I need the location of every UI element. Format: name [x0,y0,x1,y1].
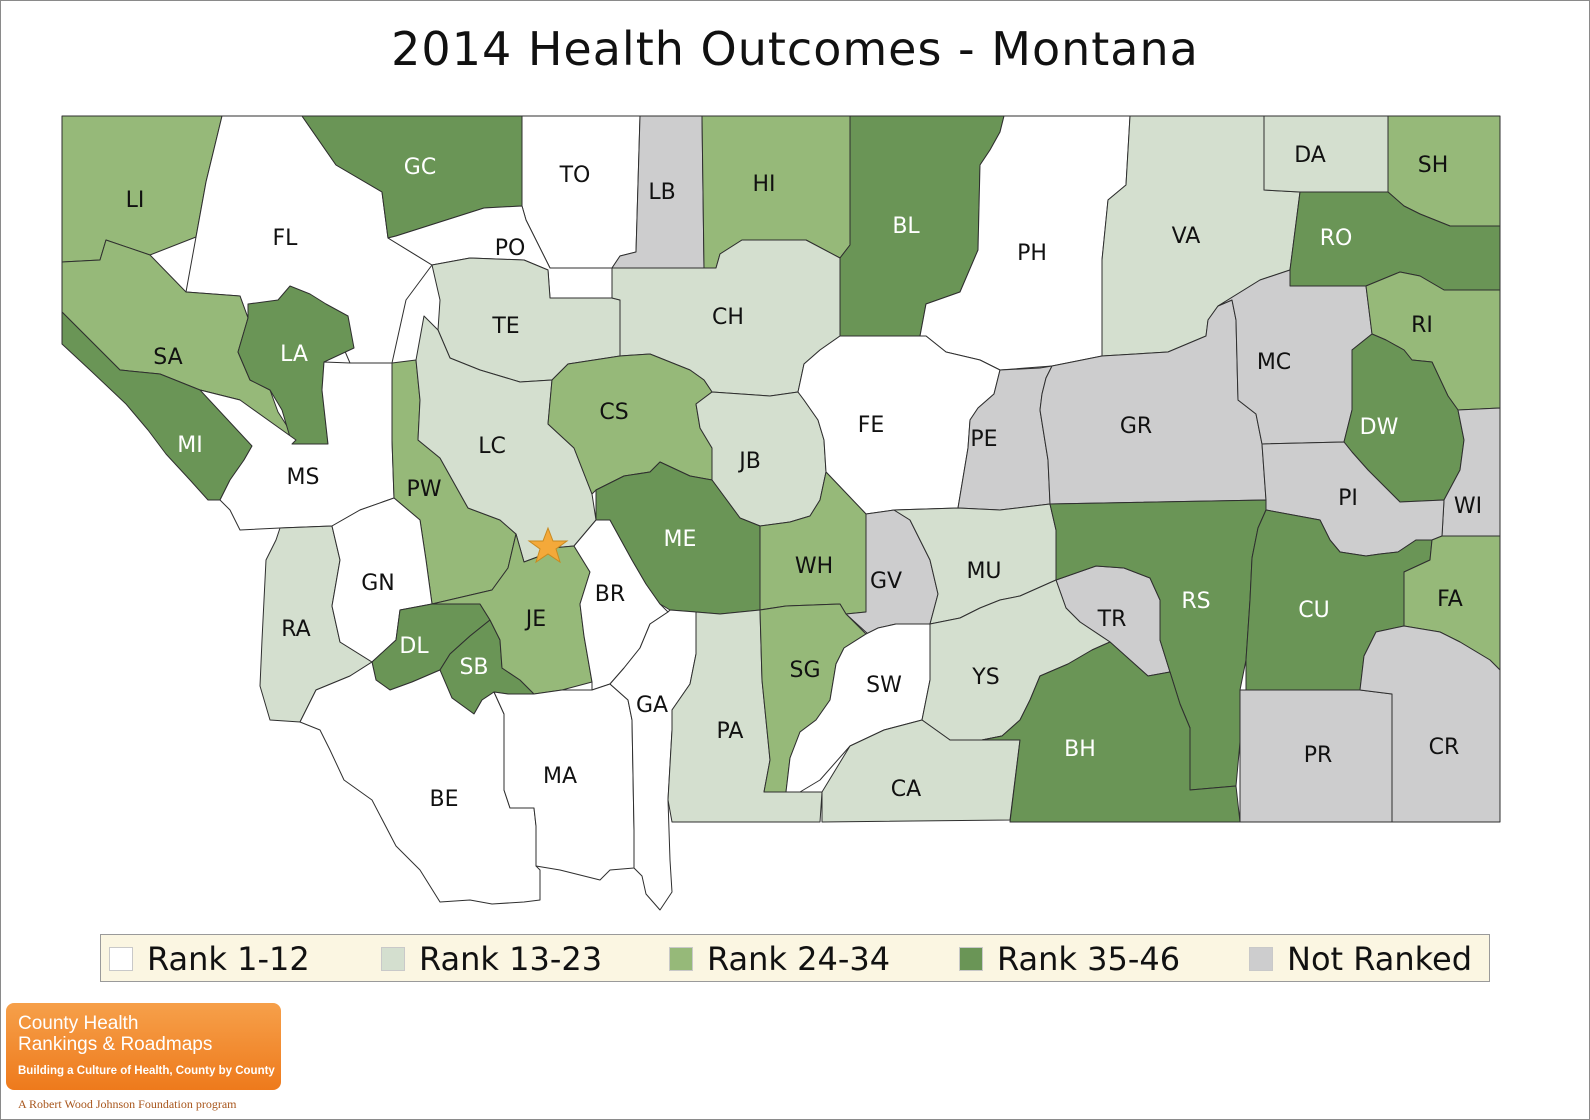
logo-line-2: Rankings & Roadmaps [18,1034,213,1055]
legend: Rank 1-12 Rank 13-23 Rank 24-34 Rank 35-… [100,934,1490,982]
county-label-ma: MA [543,764,577,789]
county-to [521,115,641,269]
county-label-ri: RI [1411,313,1433,338]
county-label-la: LA [280,342,308,367]
county-label-gc: GC [404,155,436,180]
county-label-bl: BL [892,214,920,239]
county-label-te: TE [491,314,519,339]
county-label-pa: PA [717,719,744,744]
county-label-pw: PW [406,477,441,502]
county-label-cr: CR [1429,735,1460,760]
legend-item-not-ranked: Not Ranked [1249,940,1472,978]
county-label-da: DA [1294,143,1326,168]
county-label-mu: MU [966,559,1001,584]
county-label-be: BE [430,787,459,812]
county-label-pi: PI [1338,486,1358,511]
county-label-pr: PR [1304,743,1333,768]
legend-label: Rank 35-46 [997,940,1181,978]
county-label-fe: FE [858,413,885,438]
logo-tagline: Building a Culture of Health, County by … [18,1065,275,1077]
county-label-sw: SW [866,673,902,698]
county-label-je: JE [524,607,546,632]
legend-swatch [669,947,693,971]
county-label-gn: GN [361,571,395,596]
legend-label: Rank 13-23 [419,940,603,978]
legend-label: Rank 1-12 [147,940,310,978]
legend-item-rank-1-12: Rank 1-12 [109,940,310,978]
county-label-ra: RA [281,617,310,642]
county-da [1263,115,1389,193]
county-label-gr: GR [1120,414,1152,439]
county-label-br: BR [595,582,625,607]
county-label-wh: WH [795,554,833,579]
legend-swatch [381,947,405,971]
legend-label: Rank 24-34 [707,940,891,978]
county-label-to: TO [559,163,591,188]
legend-item-rank-24-34: Rank 24-34 [669,940,890,978]
county-label-ys: YS [971,665,999,690]
county-sw [785,623,931,793]
county-label-mi: MI [177,433,202,458]
county-label-lb: LB [648,180,675,205]
county-label-jb: JB [737,449,761,474]
county-label-cu: CU [1298,598,1329,623]
county-label-dl: DL [399,634,429,659]
legend-swatch [959,947,983,971]
county-label-ch: CH [712,305,744,330]
county-label-hi: HI [752,172,775,197]
county-label-sg: SG [789,658,820,683]
county-label-ph: PH [1017,241,1047,266]
county-label-wi: WI [1454,494,1482,519]
county-label-me: ME [664,527,697,552]
county-cr [1359,625,1501,823]
county-label-tr: TR [1097,607,1127,632]
county-label-sh: SH [1418,153,1449,178]
county-label-fl: FL [273,226,299,251]
county-label-va: VA [1172,224,1201,249]
county-label-bh: BH [1064,737,1096,762]
county-label-rs: RS [1181,589,1210,614]
county-label-sb: SB [459,655,488,680]
legend-item-rank-13-23: Rank 13-23 [381,940,602,978]
county-label-lc: LC [478,434,506,459]
capital-star-icon [527,526,569,564]
county-label-sa: SA [153,345,182,370]
county-label-cs: CS [599,400,628,425]
logo-line-1: County Health [18,1013,139,1034]
county-label-fa: FA [1437,587,1463,612]
legend-label: Not Ranked [1287,940,1473,978]
county-ma [493,683,635,881]
county-label-li: LI [126,188,145,213]
legend-swatch [109,947,133,971]
county-health-rankings-logo: County Health Rankings & Roadmaps Buildi… [6,1003,281,1090]
county-label-dw: DW [1360,415,1399,440]
county-label-ro: RO [1320,226,1353,251]
rwjf-footer: A Robert Wood Johnson Foundation program [18,1097,237,1111]
map-title: 2014 Health Outcomes - Montana [391,22,1199,76]
county-label-po: PO [495,236,526,261]
county-label-ms: MS [287,465,320,490]
county-label-mc: MC [1257,350,1291,375]
county-label-ga: GA [636,693,668,718]
county-label-gv: GV [870,569,902,594]
county-label-ca: CA [891,777,921,802]
legend-swatch [1249,947,1273,971]
county-label-pe: PE [970,427,997,452]
legend-item-rank-35-46: Rank 35-46 [959,940,1180,978]
